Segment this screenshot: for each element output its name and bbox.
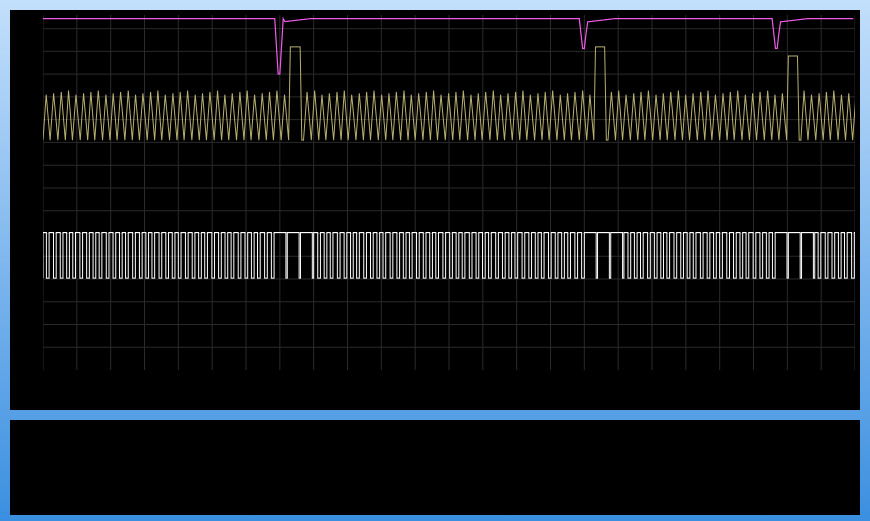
chart-container xyxy=(10,10,860,410)
legend xyxy=(10,420,860,515)
line-chart xyxy=(43,15,855,390)
